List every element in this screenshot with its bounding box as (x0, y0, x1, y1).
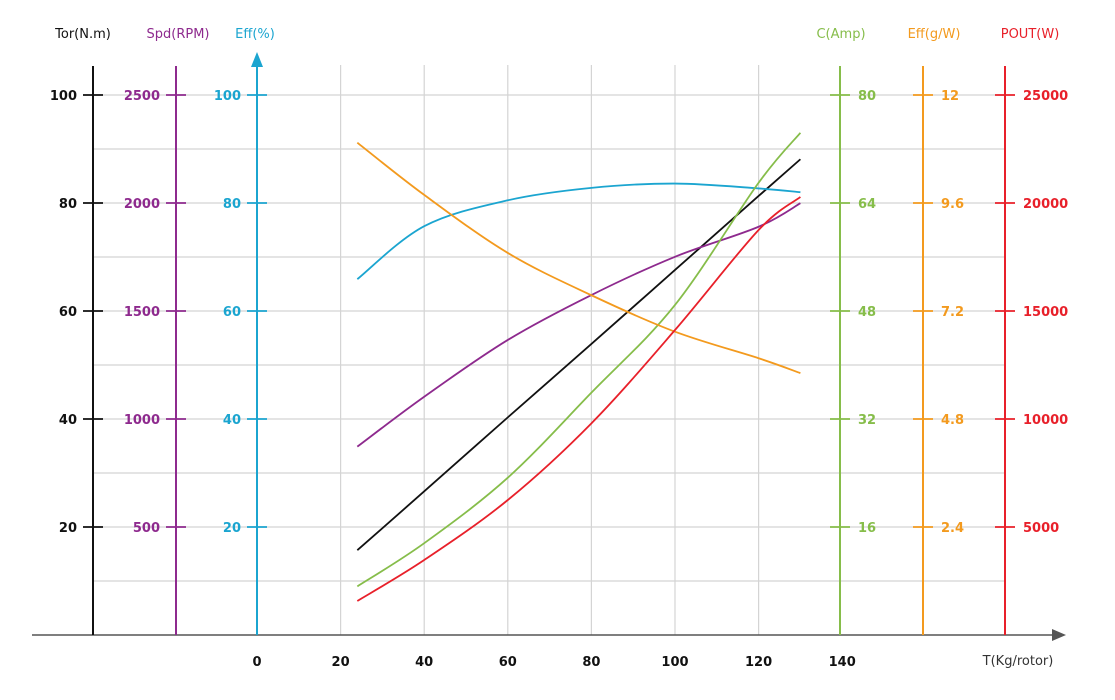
eff-tick-label: 60 (223, 305, 241, 320)
x-tick-label: 60 (499, 655, 517, 670)
x-axis-arrow-icon (1052, 629, 1066, 641)
axes (32, 52, 1066, 641)
spd-tick-label: 500 (133, 521, 160, 536)
x-tick-label: 120 (745, 655, 772, 670)
pout-tick-label: 20000 (1023, 197, 1068, 212)
series-line-gw (356, 141, 801, 374)
tor-tick-label: 60 (59, 305, 77, 320)
x-axis-title: T(Kg/rotor) (982, 654, 1054, 669)
series-line-tor (356, 158, 801, 551)
tor-axis-title: Tor(N.m) (54, 27, 111, 42)
x-tick-label: 40 (415, 655, 433, 670)
spd-tick-label: 2500 (124, 89, 160, 104)
series-lines (356, 132, 802, 602)
x-tick-label: 140 (829, 655, 856, 670)
tor-tick-label: 80 (59, 197, 77, 212)
eff-tick-label: 20 (223, 521, 241, 536)
spd-tick-label: 2000 (124, 197, 160, 212)
amp-tick-label: 48 (858, 305, 876, 320)
eff-tick-label: 80 (223, 197, 241, 212)
spd-tick-label: 1000 (124, 413, 160, 428)
gw-tick-label: 4.8 (941, 413, 964, 428)
pout-tick-label: 25000 (1023, 89, 1068, 104)
spd-tick-label: 1500 (124, 305, 160, 320)
tor-tick-label: 20 (59, 521, 77, 536)
pout-tick-label: 5000 (1023, 521, 1059, 536)
amp-axis-title: C(Amp) (816, 27, 865, 42)
gw-tick-label: 9.6 (941, 197, 964, 212)
eff-tick-label: 40 (223, 413, 241, 428)
x-tick-label: 0 (252, 655, 261, 670)
tor-tick-label: 40 (59, 413, 77, 428)
series-line-spd (356, 202, 801, 448)
x-tick-label: 20 (332, 655, 350, 670)
amp-tick-label: 16 (858, 521, 876, 536)
eff-axis-arrow-icon (251, 52, 263, 67)
labels: 0 20 40 60 80 100 120 140 T(Kg/rotor) Tor(N.m) 20 4… (50, 27, 1068, 670)
pout-axis-title: POUT(W) (1001, 27, 1060, 42)
eff-axis-title: Eff(%) (235, 27, 275, 42)
pout-tick-label: 15000 (1023, 305, 1068, 320)
x-tick-label: 100 (661, 655, 688, 670)
series-line-amp (356, 132, 802, 588)
gw-axis-title: Eff(g/W) (908, 27, 961, 42)
gw-tick-label: 12 (941, 89, 959, 104)
gw-tick-label: 2.4 (941, 521, 964, 536)
series-line-pout (356, 196, 801, 602)
amp-tick-label: 64 (858, 197, 876, 212)
amp-tick-label: 80 (858, 89, 876, 104)
amp-tick-label: 32 (858, 413, 876, 428)
pout-tick-label: 10000 (1023, 413, 1068, 428)
eff-tick-label: 100 (214, 89, 241, 104)
x-tick-label: 80 (582, 655, 600, 670)
tor-tick-label: 100 (50, 89, 77, 104)
spd-axis-title: Spd(RPM) (147, 27, 210, 42)
grid (93, 65, 1005, 635)
gw-tick-label: 7.2 (941, 305, 964, 320)
